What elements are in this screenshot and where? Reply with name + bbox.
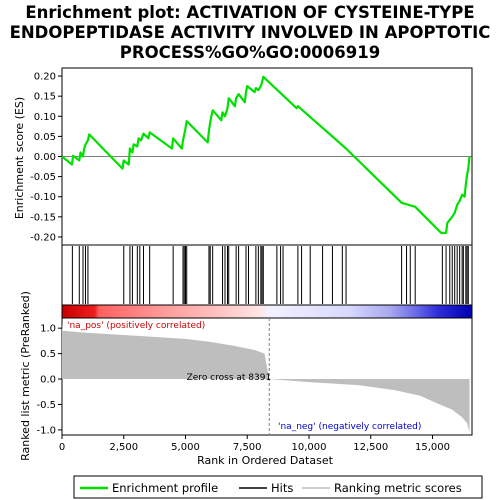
legend-box <box>73 475 483 499</box>
x-tick-label: 12,500 <box>353 442 388 453</box>
legend: Enrichment profile Hits Ranking metric s… <box>73 475 483 499</box>
metric-tick-label: 0.5 <box>40 349 56 360</box>
hits-panel <box>61 244 473 306</box>
x-tick-label: 2,500 <box>109 442 138 453</box>
legend-hits-label: Hits <box>271 481 293 495</box>
legend-metric-label: Ranking metric scores <box>334 481 462 495</box>
metric-tick-label: -1.0 <box>36 425 56 436</box>
neg-correlated-label: 'na_neg' (negatively correlated) <box>278 422 421 432</box>
chart-title-line-1: Enrichment plot: ACTIVATION OF CYSTEINE-… <box>25 3 474 22</box>
x-tick-label: 0 <box>59 442 65 453</box>
es-tick-label: 0.15 <box>34 92 56 103</box>
metric-tick-label: 1.0 <box>40 324 56 335</box>
es-tick-label: 0.10 <box>34 112 56 123</box>
enrichment-profile-line <box>61 75 471 234</box>
es-tick-label: 0.05 <box>34 132 56 143</box>
es-axis-label: Enrichment score (ES) <box>13 97 26 219</box>
x-tick-label: 10,000 <box>291 442 326 453</box>
zero-cross-label: Zero cross at 8391 <box>187 373 272 383</box>
rank-heatmap-bar <box>61 304 473 319</box>
chart-title-line-3: PROCESS%GO%GO:0006919 <box>120 43 380 62</box>
metric-tick-label: -0.5 <box>36 400 56 411</box>
metric-tick-label: 0.0 <box>40 375 56 386</box>
es-tick-label: -0.10 <box>30 192 56 203</box>
es-panel: 0.20 0.15 0.10 0.05 0.00 -0.05 -0.10 -0.15 -0.20 <box>30 67 473 246</box>
x-axis-label: Rank in Ordered Dataset <box>197 454 334 467</box>
chart-title-line-2: ENDOPEPTIDASE ACTIVITY INVOLVED IN APOPT… <box>10 23 491 42</box>
ranking-metric-area <box>62 323 470 433</box>
legend-es-label: Enrichment profile <box>112 481 218 495</box>
es-tick-label: -0.20 <box>30 232 56 243</box>
pos-correlated-label: 'na_pos' (positively correlated) <box>67 321 205 331</box>
es-tick-label: -0.15 <box>30 212 56 223</box>
x-tick-label: 7,500 <box>233 442 262 453</box>
x-tick-label: 15,000 <box>415 442 450 453</box>
metric-panel: 1.0 0.5 0.0 -0.5 -1.00 2,500 5,000 7,500 10,000 1… <box>36 317 473 453</box>
x-tick-label: 5,000 <box>171 442 200 453</box>
es-tick-label: 0.00 <box>34 152 56 163</box>
heatmap-strip <box>61 304 473 319</box>
metric-axis-label: Ranked list metric (PreRanked) <box>19 291 32 461</box>
es-tick-label: 0.20 <box>34 72 56 83</box>
es-tick-label: -0.05 <box>30 172 56 183</box>
